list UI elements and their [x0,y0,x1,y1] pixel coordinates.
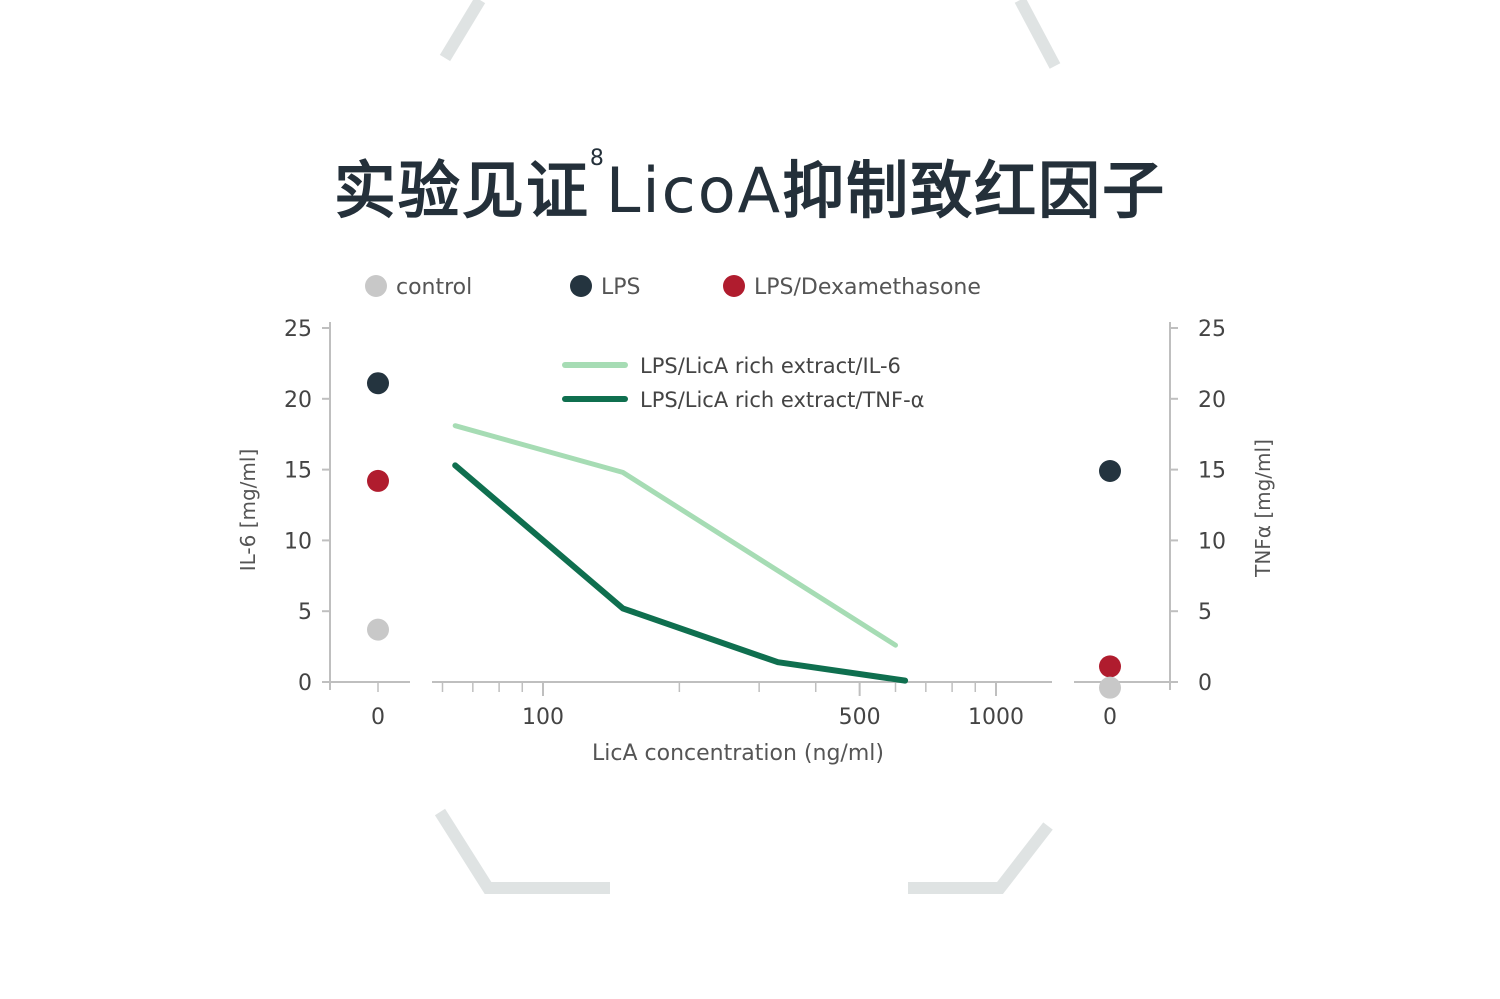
frame-top-left-stroke [439,0,486,62]
x-tick-label: 500 [839,705,881,730]
title-superscript: 8 [589,146,606,171]
series-line-1 [452,423,898,648]
y-tick-label-left: 15 [284,459,312,484]
y-tick-label-left: 5 [298,600,312,625]
point-right-control [1099,676,1121,699]
legend-line-label: LPS/LicA rich extract/TNF-α [640,388,925,412]
y-tick-label-right: 25 [1198,317,1226,342]
frame-bottom-right-stroke [908,822,1053,894]
frame-top-right-stroke [1014,0,1061,69]
legend-marker-3 [723,275,745,297]
x-tick-label: 1000 [968,705,1024,730]
axes: 0 0 5 5 10 10 15 15 20 20 25 25 100 500 1000 0 0 LicA con… [236,317,1275,766]
baseline-points [367,372,1121,699]
title-prefix: 实验见证 [333,154,590,227]
x-tick-label: 100 [522,705,564,730]
series-group [452,423,909,684]
y-axis-title-left: IL-6 [mg/ml] [236,449,260,572]
point-left-lps-dexamethasone [367,469,389,492]
y-tick-label-left: 20 [284,388,312,413]
point-right-lps [1099,460,1121,483]
y-tick-label-left: 10 [284,529,312,554]
line-legend: LPS/LicA rich extract/IL-6 LPS/LicA rich … [562,354,925,412]
title-latin: LicoA [605,154,783,227]
point-left-lps [367,372,389,395]
x-tick-label-zero-left: 0 [371,705,385,730]
series-line-2 [452,462,909,684]
y-tick-label-right: 10 [1198,529,1226,554]
y-tick-label-right: 15 [1198,459,1226,484]
legend-line-label: LPS/LicA rich extract/IL-6 [640,354,901,378]
point-left-control [367,618,389,641]
frame-bottom-left-stroke [434,808,610,894]
legend-marker-label: control [396,275,472,300]
y-tick-label-right: 5 [1198,600,1212,625]
point-right-lps-dexamethasone [1099,655,1121,678]
title-suffix: 抑制致红因子 [782,154,1167,227]
marker-legend: control LPS LPS/Dexamethasone [365,275,981,300]
legend-marker-2 [570,275,592,297]
x-axis-title: LicA concentration (ng/ml) [592,741,884,766]
legend-marker-label: LPS [601,275,641,300]
y-tick-label-right: 20 [1198,388,1226,413]
y-tick-label-left: 0 [298,671,312,696]
legend-marker-1 [365,275,387,297]
y-tick-label-right: 0 [1198,671,1212,696]
page-title: 实验见证8LicoA抑制致红因子 [0,140,1500,230]
x-tick-label-zero-right: 0 [1103,705,1117,730]
y-tick-label-left: 25 [284,317,312,342]
y-axis-title-right: TNFα [mg/ml] [1251,439,1275,578]
legend-marker-label: LPS/Dexamethasone [754,275,981,300]
